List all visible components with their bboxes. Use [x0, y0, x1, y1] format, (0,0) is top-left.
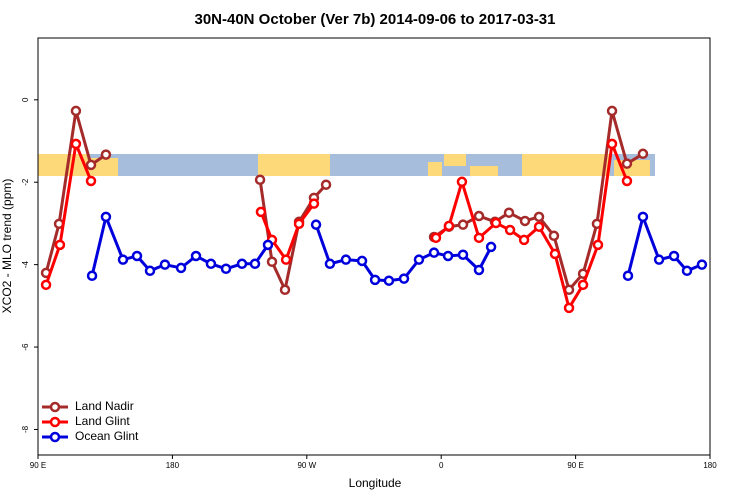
data-point [533, 221, 545, 232]
data-point [504, 224, 516, 236]
data-point [70, 138, 82, 150]
data-point [117, 254, 129, 265]
data-point [457, 219, 469, 230]
data-point [144, 265, 156, 277]
legend-label: Land Nadir [75, 399, 134, 413]
data-point [577, 279, 589, 291]
x-tick-label: 90 E [567, 461, 583, 470]
data-point [356, 255, 368, 267]
data-point [696, 259, 708, 270]
data-point [293, 218, 305, 230]
data-point [653, 254, 665, 265]
data-point [340, 254, 352, 265]
data-point [40, 279, 52, 291]
data-point [159, 259, 171, 270]
data-point [255, 206, 267, 218]
data-point [430, 232, 442, 244]
data-point [100, 211, 112, 223]
data-point [279, 284, 291, 296]
data-point [190, 250, 202, 262]
data-point [220, 263, 232, 275]
data-point [533, 211, 545, 223]
x-tick-label: 90 W [297, 461, 316, 470]
map-strip [38, 154, 655, 176]
data-point [85, 175, 97, 187]
data-point [70, 105, 82, 117]
legend-marker [49, 401, 61, 413]
data-point [280, 254, 292, 265]
data-point [266, 256, 278, 267]
data-point [443, 220, 455, 232]
data-point [668, 250, 680, 262]
y-axis-label: XCO2 - MLO trend (ppm) [0, 179, 14, 314]
legend-label: Land Glint [75, 414, 130, 428]
data-point [369, 274, 381, 286]
data-point [310, 219, 322, 230]
legend-label: Ocean Glint [75, 429, 139, 443]
data-point [622, 270, 634, 282]
data-point [549, 248, 561, 260]
data-point [503, 207, 515, 218]
data-point [490, 217, 502, 229]
data-point [131, 250, 143, 262]
data-point [473, 232, 485, 244]
chart-title: 30N-40N October (Ver 7b) 2014-09-06 to 2… [194, 11, 555, 28]
data-point [681, 265, 693, 277]
x-axis-label: Longitude [349, 476, 402, 490]
data-point [456, 176, 468, 188]
y-tick-label: -8 [21, 425, 30, 433]
data-point [85, 159, 97, 171]
data-point [548, 230, 560, 242]
data-point [563, 302, 575, 314]
data-point [100, 149, 112, 160]
data-point [324, 258, 336, 270]
data-point [413, 254, 425, 265]
data-point [442, 250, 454, 262]
legend-marker [49, 416, 61, 428]
data-point [86, 270, 98, 282]
data-point [473, 210, 485, 222]
data-point [473, 264, 485, 276]
data-point [518, 234, 530, 246]
x-tick-label: 90 E [30, 461, 46, 470]
x-tick-label: 180 [166, 461, 180, 470]
y-tick-label: -4 [21, 261, 30, 269]
data-point [254, 174, 266, 185]
data-point [457, 249, 469, 260]
data-point [320, 179, 332, 190]
data-point [637, 148, 649, 160]
data-point [236, 258, 248, 270]
data-point [249, 258, 261, 270]
y-tick-label: -6 [21, 343, 30, 351]
data-point [519, 215, 531, 227]
plot-frame [37, 37, 711, 456]
data-point [606, 138, 618, 150]
data-point [428, 247, 440, 258]
data-point [592, 239, 604, 251]
data-point [637, 211, 649, 223]
x-tick-label: 0 [439, 461, 444, 470]
data-point [383, 275, 395, 286]
data-point [606, 105, 618, 117]
data-point [205, 258, 217, 270]
data-point [621, 175, 633, 187]
data-point [398, 273, 410, 284]
y-tick-label: 0 [21, 97, 30, 102]
data-point [262, 239, 274, 251]
data-point [54, 239, 66, 251]
data-point [621, 158, 633, 169]
legend-marker [49, 431, 61, 443]
x-tick-label: 180 [703, 461, 717, 470]
data-point [308, 198, 320, 209]
y-tick-label: -2 [21, 178, 30, 186]
data-point [175, 262, 187, 274]
data-point [485, 241, 497, 253]
